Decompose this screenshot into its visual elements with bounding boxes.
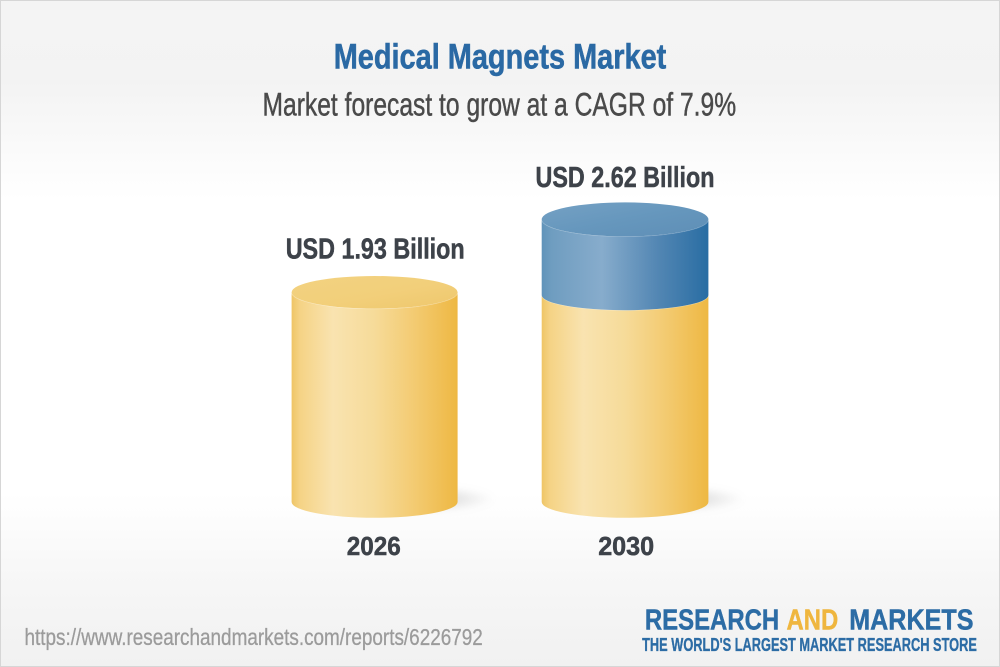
- svg-text:AND: AND: [787, 604, 839, 636]
- svg-text:https://www.researchandmarkets: https://www.researchandmarkets.com/repor…: [25, 624, 483, 650]
- svg-text:2030: 2030: [598, 533, 654, 561]
- svg-text:USD 2.62 Billion: USD 2.62 Billion: [536, 161, 715, 193]
- svg-text:THE WORLD'S LARGEST MARKET RES: THE WORLD'S LARGEST MARKET RESEARCH STOR…: [642, 634, 977, 655]
- svg-text:Market forecast to grow at a C: Market forecast to grow at a CAGR of 7.9…: [263, 86, 737, 122]
- svg-text:2026: 2026: [347, 533, 401, 561]
- svg-text:MARKETS: MARKETS: [849, 604, 973, 636]
- svg-text:RESEARCH: RESEARCH: [645, 604, 779, 636]
- svg-text:Medical Magnets Market: Medical Magnets Market: [334, 37, 667, 77]
- svg-text:USD 1.93 Billion: USD 1.93 Billion: [286, 232, 465, 264]
